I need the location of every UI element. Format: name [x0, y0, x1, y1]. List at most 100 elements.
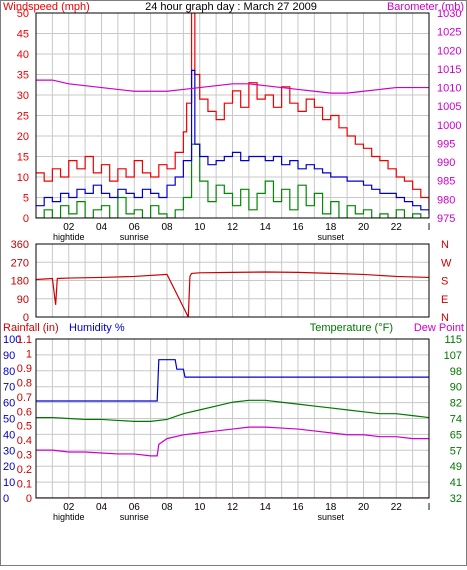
y-tick-label: 0.2 — [17, 464, 32, 476]
y-tick-label: 360 — [11, 239, 29, 251]
y-tick-label: 0.5 — [17, 421, 32, 433]
y-tick-label: 0.1 — [17, 479, 32, 491]
x-tick-label: 16 — [292, 222, 304, 233]
y-tick-label: 990 — [437, 157, 455, 169]
x-event-marker: sunset — [317, 232, 344, 242]
y-tick-label: 10 — [3, 477, 15, 489]
x-tick-label: 16 — [292, 502, 304, 513]
y-tick-label: 90 — [450, 382, 462, 394]
direction-y-ticks: 0 90 180 270 360 — [11, 239, 29, 324]
windspeed-plot-frame — [35, 12, 430, 219]
y-tick-label: 0 — [3, 493, 9, 505]
rainfall-y-ticks: 0 0.1 0.2 0.3 0.4 0.5 0.6 0.7 0.8 0.9 1 1.1 — [17, 334, 32, 505]
x-tick-label: 04 — [96, 502, 108, 513]
humidity-line — [36, 359, 429, 402]
average-series-line — [36, 69, 429, 214]
x-event-marker: sunset — [317, 512, 344, 522]
barometer-axis-title: Barometer (mb) — [387, 1, 464, 13]
barometer-series-line — [36, 79, 429, 94]
humidity-plot-frame — [35, 338, 430, 499]
compass-label: N — [441, 239, 449, 251]
x-tick-label: 14 — [260, 502, 272, 513]
y-tick-label: 65 — [450, 429, 462, 441]
y-tick-label: 90 — [17, 294, 29, 306]
dewpoint-axis-title: Dew Point — [414, 322, 464, 334]
y-tick-label: 30 — [3, 445, 15, 457]
temperature-axis-title: Temperature (°F) — [310, 322, 393, 334]
y-tick-label: 30 — [17, 90, 29, 102]
x-tick-label: 10 — [194, 222, 206, 233]
x-tick-label: 20 — [358, 222, 370, 233]
x-event-marker: hightide — [53, 512, 85, 522]
y-tick-label: 0 — [23, 213, 29, 225]
y-tick-label: 0 — [23, 312, 29, 324]
y-tick-label: 115 — [444, 334, 462, 346]
x-tick-label: 08 — [161, 502, 173, 513]
x-tick-label: 20 — [358, 502, 370, 513]
x-tick-label: 12 — [227, 222, 239, 233]
windspeed-y-ticks: 0 5 10 15 20 25 30 35 40 45 50 — [17, 8, 29, 225]
x-tick-label: 18 — [325, 222, 337, 233]
y-tick-label: 995 — [437, 138, 455, 150]
y-tick-label: 50 — [3, 414, 15, 426]
y-tick-label: 1030 — [437, 8, 461, 20]
humidity-axis-title: Humidity % — [69, 322, 125, 334]
y-tick-label: 1 — [26, 348, 32, 360]
x-tick-label: 08 — [161, 222, 173, 233]
dewpoint-line — [36, 426, 429, 457]
x-tick-label: 02 — [63, 222, 75, 233]
y-tick-label: 1025 — [437, 27, 461, 39]
x-tick-label: 14 — [260, 222, 272, 233]
direction-grid — [36, 244, 429, 317]
rainfall-axis-title: Rainfall (in) — [3, 322, 59, 334]
x-tick-label: 22 — [391, 502, 403, 513]
y-tick-label: 57 — [450, 445, 462, 457]
x-event-marker: hightide — [53, 232, 85, 242]
y-tick-label: 975 — [437, 213, 455, 225]
windspeed-grid — [36, 13, 429, 218]
barometer-y-ticks: 975 980 985 990 995 1000 1005 1010 1015 1020 1025 1… — [437, 8, 461, 225]
y-tick-label: 0.9 — [17, 363, 32, 375]
y-tick-label: 49 — [450, 461, 462, 473]
y-tick-label: 270 — [11, 257, 29, 269]
y-tick-label: 82 — [450, 398, 462, 410]
y-tick-label: 50 — [17, 8, 29, 20]
y-tick-label: 90 — [3, 350, 15, 362]
x-event-marker: sunrise — [120, 232, 149, 242]
direction-plot-frame — [35, 243, 430, 318]
humidity-y-ticks: 0 10 20 30 40 50 60 70 80 90 100 — [3, 334, 21, 505]
x-tick-label: I — [428, 502, 431, 513]
temperature-y-ticks: 32 41 49 57 65 74 82 90 98 107 115 — [444, 334, 462, 505]
compass-label: N — [441, 312, 449, 324]
y-tick-label: 35 — [17, 70, 29, 82]
x-event-marker: sunrise — [120, 512, 149, 522]
y-tick-label: 98 — [450, 366, 462, 378]
x-tick-label: I — [428, 222, 431, 233]
windspeed-axis-title: Windspeed (mph) — [3, 1, 90, 13]
wind-direction-line — [36, 271, 429, 317]
windspeed-series — [36, 13, 429, 218]
y-tick-label: 70 — [3, 382, 15, 394]
temperature-line — [36, 399, 429, 422]
y-tick-label: 180 — [11, 276, 29, 288]
y-tick-label: 60 — [3, 398, 15, 410]
y-tick-label: 1.1 — [17, 334, 32, 346]
y-tick-label: 107 — [444, 350, 462, 362]
humidity-grid — [36, 339, 429, 498]
x-tick-label: 18 — [325, 502, 337, 513]
y-tick-label: 980 — [437, 194, 455, 206]
y-tick-label: 1000 — [437, 120, 461, 132]
y-tick-label: 74 — [450, 414, 462, 426]
compass-label: S — [441, 276, 448, 288]
x-tick-label: 06 — [129, 222, 141, 233]
x-tick-label: 04 — [96, 222, 108, 233]
x-tick-label: 10 — [194, 502, 206, 513]
y-tick-label: 0.7 — [17, 392, 32, 404]
y-tick-label: 5 — [23, 193, 29, 205]
y-tick-label: 0.8 — [17, 377, 32, 389]
y-tick-label: 41 — [450, 477, 462, 489]
y-tick-label: 1015 — [437, 64, 461, 76]
